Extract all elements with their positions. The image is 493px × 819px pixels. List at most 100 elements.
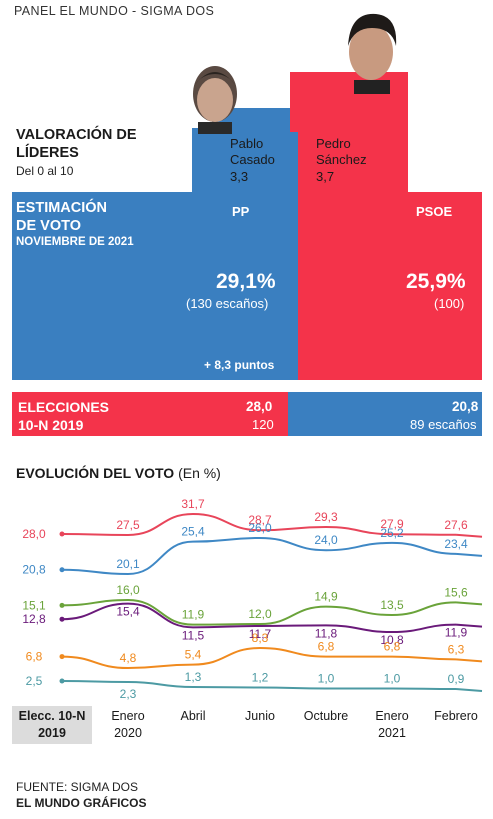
data-label-5-6: 0,9 bbox=[448, 672, 465, 686]
x-tick-label-5-1: 2021 bbox=[378, 726, 406, 740]
psoe-election-seats: 89 escaños bbox=[410, 417, 477, 432]
data-label-3-4: 11,8 bbox=[315, 626, 338, 640]
data-label-4-6: 6,3 bbox=[448, 642, 465, 656]
data-label-4-2: 5,4 bbox=[185, 648, 202, 662]
data-label-3-3: 11,7 bbox=[249, 627, 272, 641]
data-label-2-4: 14,9 bbox=[314, 590, 338, 604]
x-tick-label-5-0: Enero bbox=[375, 709, 408, 723]
election-title-2: 10-N 2019 bbox=[18, 417, 84, 433]
series-line-5 bbox=[61, 680, 457, 690]
series-line-2 bbox=[61, 598, 457, 626]
chart-title-text: EVOLUCIÓN DEL VOTO bbox=[16, 465, 175, 481]
data-label-3-0: 12,8 bbox=[22, 612, 46, 626]
data-label-4-1: 4,8 bbox=[120, 651, 137, 665]
x-tick-label-6-0: Febrero bbox=[434, 709, 478, 723]
pp-estimate-bar bbox=[12, 192, 298, 380]
pp-leader-score: 3,3 bbox=[230, 169, 249, 184]
footer-credit: EL MUNDO GRÁFICOS bbox=[16, 796, 147, 810]
psoe-election-bar bbox=[288, 392, 482, 436]
series-tail-5 bbox=[455, 688, 483, 692]
psoe-estimate-seats: (100) bbox=[434, 296, 465, 311]
series-tail-4 bbox=[455, 658, 483, 663]
series-line-1 bbox=[61, 536, 457, 576]
data-label-5-3: 1,2 bbox=[252, 671, 269, 685]
pp-estimate-seats: (130 escaños) bbox=[186, 296, 269, 311]
data-label-3-6: 11,9 bbox=[445, 626, 468, 640]
psoe-leader-name-2: Sánchez bbox=[316, 152, 367, 167]
x-tick-label-4-0: Octubre bbox=[304, 709, 349, 723]
data-label-2-2: 11,9 bbox=[182, 608, 205, 622]
data-label-1-0: 20,8 bbox=[22, 563, 46, 577]
pp-leader-column-top bbox=[212, 108, 298, 130]
data-label-5-4: 1,0 bbox=[318, 672, 335, 686]
data-label-1-2: 25,4 bbox=[181, 525, 205, 539]
pp-leader-name-1: Pablo bbox=[230, 136, 264, 151]
data-label-4-0: 6,8 bbox=[26, 650, 43, 664]
data-label-2-6: 15,6 bbox=[444, 585, 468, 599]
chart-title: EVOLUCIÓN DEL VOTO (En %) bbox=[16, 465, 221, 481]
series-line-4 bbox=[61, 646, 457, 670]
x-tick-label-2-0: Abril bbox=[180, 709, 205, 723]
data-label-0-5: 27,9 bbox=[380, 517, 404, 531]
data-label-4-5: 6,8 bbox=[384, 640, 401, 654]
data-label-4-4: 6,8 bbox=[318, 640, 335, 654]
data-label-0-1: 27,5 bbox=[116, 518, 140, 532]
valoracion-title: VALORACIÓN DE LÍDERES bbox=[16, 127, 137, 161]
x-tick-label-0-1: 2019 bbox=[38, 726, 66, 740]
data-label-4-3: 8,3 bbox=[252, 631, 269, 645]
data-label-1-6: 23,4 bbox=[444, 537, 468, 551]
psoe-leader-photo bbox=[336, 6, 406, 94]
data-label-1-1: 20,1 bbox=[116, 557, 140, 571]
x-tick-label-3-0: Junio bbox=[245, 709, 275, 723]
election-title-1: ELECCIONES bbox=[18, 399, 110, 415]
series-point-0 bbox=[59, 531, 65, 537]
series-line-0 bbox=[61, 512, 457, 537]
valoracion-subtitle: Del 0 al 10 bbox=[16, 164, 74, 178]
data-label-5-1: 2,3 bbox=[120, 687, 137, 701]
pp-estimate-pct: 29,1% bbox=[216, 270, 276, 293]
vote-evolution-chart: 28,0 27,5 31,7 28,7 29,3 27,9 27,6 20,8 20,1 25,4… bbox=[19, 497, 483, 740]
pp-election-bar bbox=[12, 392, 288, 436]
series-point-4 bbox=[59, 654, 65, 660]
pp-leader-photo bbox=[184, 56, 246, 134]
series-point-2 bbox=[59, 602, 65, 608]
footer-source: FUENTE: SIGMA DOS bbox=[16, 780, 139, 794]
data-label-1-4: 24,0 bbox=[314, 533, 338, 547]
psoe-leader-score: 3,7 bbox=[316, 169, 335, 184]
data-label-0-4: 29,3 bbox=[314, 510, 338, 524]
data-label-2-3: 12,0 bbox=[248, 607, 272, 621]
data-label-0-6: 27,6 bbox=[444, 518, 468, 532]
series-line-3 bbox=[61, 602, 457, 634]
series-tail-2 bbox=[455, 601, 483, 606]
x-axis-highlight bbox=[12, 706, 92, 744]
psoe-election-pct: 20,8 bbox=[452, 399, 479, 414]
data-label-2-5: 13,5 bbox=[380, 598, 404, 612]
data-label-0-0: 28,0 bbox=[22, 527, 46, 541]
pp-leader-name-2: Casado bbox=[230, 152, 275, 167]
estimate-title-1: ESTIMACIÓN bbox=[16, 200, 108, 216]
pp-leader-column bbox=[192, 128, 298, 192]
psoe-party-label: PSOE bbox=[416, 204, 453, 219]
psoe-estimate-pct: 25,9% bbox=[406, 270, 466, 293]
data-label-5-2: 1,3 bbox=[185, 670, 202, 684]
data-label-3-5: 10,8 bbox=[380, 633, 404, 647]
psoe-estimate-bar bbox=[298, 192, 482, 380]
data-label-1-5: 25,2 bbox=[380, 526, 404, 540]
series-tail-0 bbox=[455, 533, 483, 538]
data-label-3-1: 15,4 bbox=[116, 605, 140, 619]
series-point-1 bbox=[59, 567, 65, 573]
estimate-title-2: DE VOTO bbox=[16, 218, 81, 234]
data-label-3-2: 11,5 bbox=[182, 628, 205, 642]
series-tail-1 bbox=[455, 552, 483, 557]
psoe-leader-name-1: Pedro bbox=[316, 136, 351, 151]
pp-election-pct: 28,0 bbox=[246, 399, 273, 414]
x-tick-label-1-1: 2020 bbox=[114, 726, 142, 740]
series-point-5 bbox=[59, 678, 65, 684]
source-top: PANEL EL MUNDO - SIGMA DOS bbox=[14, 4, 215, 18]
pp-estimate-change: + 8,3 puntos bbox=[204, 358, 275, 372]
data-label-0-3: 28,7 bbox=[248, 513, 272, 527]
data-label-2-0: 15,1 bbox=[22, 598, 46, 612]
chart-title-unit: (En %) bbox=[178, 465, 221, 481]
x-tick-label-0-0: Elecc. 10-N bbox=[19, 709, 86, 723]
pp-party-label: PP bbox=[232, 204, 250, 219]
